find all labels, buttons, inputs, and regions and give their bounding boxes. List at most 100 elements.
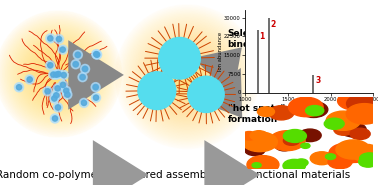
Ellipse shape bbox=[59, 70, 68, 80]
X-axis label: m/z: m/z bbox=[304, 103, 315, 108]
Ellipse shape bbox=[49, 70, 58, 79]
Ellipse shape bbox=[73, 62, 78, 67]
Circle shape bbox=[336, 140, 370, 159]
Ellipse shape bbox=[54, 70, 63, 79]
Circle shape bbox=[247, 156, 279, 174]
Ellipse shape bbox=[78, 73, 87, 82]
Ellipse shape bbox=[73, 50, 82, 59]
Ellipse shape bbox=[64, 88, 69, 93]
Ellipse shape bbox=[63, 90, 72, 99]
Text: Selective
binding: Selective binding bbox=[228, 29, 274, 49]
Circle shape bbox=[284, 136, 299, 145]
Circle shape bbox=[251, 135, 270, 146]
Circle shape bbox=[340, 122, 366, 137]
Ellipse shape bbox=[53, 84, 62, 93]
Circle shape bbox=[299, 129, 321, 142]
Ellipse shape bbox=[81, 64, 90, 73]
Text: 1: 1 bbox=[260, 32, 265, 41]
Ellipse shape bbox=[94, 51, 99, 57]
Ellipse shape bbox=[48, 63, 53, 68]
Circle shape bbox=[276, 141, 293, 151]
Ellipse shape bbox=[56, 71, 61, 77]
Ellipse shape bbox=[51, 72, 56, 77]
Circle shape bbox=[347, 94, 378, 113]
Ellipse shape bbox=[52, 116, 57, 121]
Circle shape bbox=[250, 131, 268, 140]
Ellipse shape bbox=[50, 114, 59, 123]
Circle shape bbox=[324, 118, 344, 129]
Ellipse shape bbox=[91, 83, 100, 92]
Ellipse shape bbox=[55, 105, 60, 110]
Ellipse shape bbox=[48, 36, 53, 41]
Ellipse shape bbox=[71, 60, 80, 69]
Ellipse shape bbox=[65, 92, 70, 97]
Text: Functional materials: Functional materials bbox=[243, 170, 350, 180]
Circle shape bbox=[329, 143, 365, 163]
Circle shape bbox=[245, 144, 265, 156]
Ellipse shape bbox=[46, 34, 55, 43]
Ellipse shape bbox=[188, 76, 224, 112]
Circle shape bbox=[283, 159, 305, 172]
Text: "hot spots"
formation: "hot spots" formation bbox=[228, 104, 285, 124]
Circle shape bbox=[254, 133, 269, 141]
Ellipse shape bbox=[14, 83, 23, 92]
Ellipse shape bbox=[60, 82, 66, 88]
Circle shape bbox=[299, 102, 328, 117]
Ellipse shape bbox=[138, 72, 176, 110]
Ellipse shape bbox=[52, 91, 61, 100]
Ellipse shape bbox=[92, 50, 101, 59]
Ellipse shape bbox=[91, 93, 101, 102]
Y-axis label: Ion abundance: Ion abundance bbox=[217, 32, 223, 71]
Ellipse shape bbox=[54, 93, 59, 98]
Circle shape bbox=[352, 104, 374, 117]
Ellipse shape bbox=[56, 36, 62, 42]
Ellipse shape bbox=[52, 70, 61, 79]
Circle shape bbox=[352, 109, 368, 118]
Ellipse shape bbox=[79, 98, 88, 107]
Circle shape bbox=[270, 131, 305, 151]
Ellipse shape bbox=[55, 86, 60, 91]
Ellipse shape bbox=[54, 35, 64, 44]
Ellipse shape bbox=[43, 87, 52, 96]
Ellipse shape bbox=[27, 77, 33, 82]
Circle shape bbox=[334, 124, 354, 135]
Ellipse shape bbox=[25, 75, 34, 84]
Ellipse shape bbox=[82, 66, 88, 72]
Ellipse shape bbox=[61, 73, 67, 78]
Circle shape bbox=[351, 144, 378, 162]
Circle shape bbox=[284, 130, 307, 142]
Circle shape bbox=[295, 159, 308, 166]
Ellipse shape bbox=[52, 96, 57, 101]
Ellipse shape bbox=[60, 47, 65, 52]
Circle shape bbox=[305, 105, 324, 116]
Circle shape bbox=[288, 97, 323, 117]
Ellipse shape bbox=[80, 75, 85, 80]
Circle shape bbox=[359, 153, 378, 164]
Ellipse shape bbox=[46, 61, 55, 70]
Circle shape bbox=[268, 106, 294, 120]
Circle shape bbox=[350, 128, 370, 139]
Ellipse shape bbox=[58, 45, 67, 54]
Ellipse shape bbox=[93, 85, 98, 90]
Circle shape bbox=[242, 132, 257, 140]
Ellipse shape bbox=[93, 95, 99, 100]
Circle shape bbox=[344, 150, 366, 162]
Circle shape bbox=[252, 163, 261, 168]
Ellipse shape bbox=[45, 89, 50, 94]
Circle shape bbox=[301, 143, 310, 148]
Circle shape bbox=[346, 104, 378, 124]
Circle shape bbox=[257, 107, 274, 116]
Text: 3: 3 bbox=[315, 75, 321, 85]
Ellipse shape bbox=[159, 38, 200, 79]
Circle shape bbox=[325, 154, 336, 159]
Ellipse shape bbox=[62, 86, 71, 95]
Ellipse shape bbox=[16, 85, 22, 90]
Text: 2: 2 bbox=[271, 20, 276, 29]
Circle shape bbox=[310, 152, 333, 165]
Circle shape bbox=[328, 155, 352, 169]
Circle shape bbox=[359, 157, 378, 167]
Ellipse shape bbox=[75, 52, 81, 58]
Circle shape bbox=[242, 132, 277, 152]
Text: Ordered assembly: Ordered assembly bbox=[121, 170, 216, 180]
Circle shape bbox=[338, 92, 370, 110]
